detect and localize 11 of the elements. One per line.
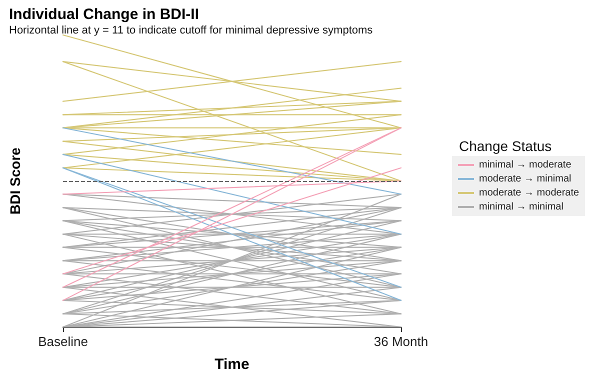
y-axis-title: BDI Score xyxy=(7,147,23,214)
legend-label: moderate → minimal xyxy=(479,174,572,184)
x-tick-label: Baseline xyxy=(38,334,88,349)
legend-label: minimal → moderate xyxy=(479,160,572,170)
legend-label: minimal → minimal xyxy=(479,202,564,212)
chart-subtitle: Horizontal line at y = 11 to indicate cutoff for minimal depressive symptoms xyxy=(9,24,374,36)
x-tick-label: 36 Month xyxy=(374,334,428,349)
x-axis-title: Time xyxy=(214,356,250,373)
legend-title: Change Status xyxy=(459,138,552,154)
chart-title: Individual Change in BDI-II xyxy=(9,6,200,23)
legend-label: moderate → moderate xyxy=(479,188,580,198)
